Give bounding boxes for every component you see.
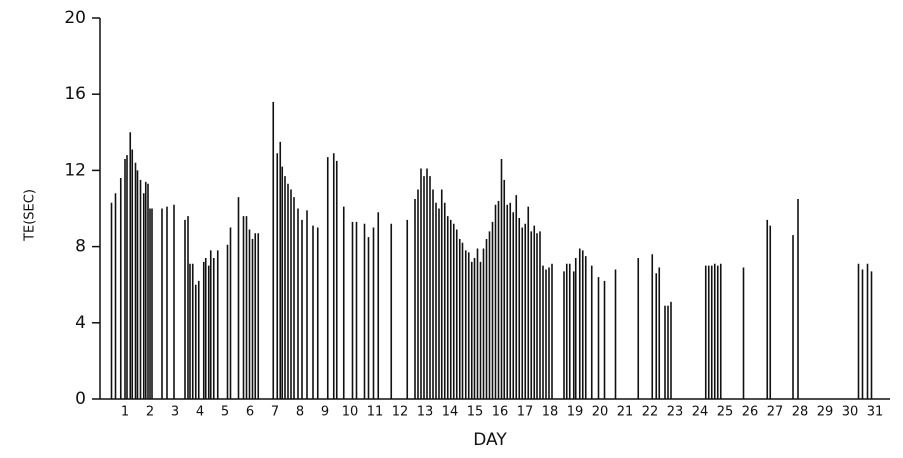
x-tick-label: 6 <box>246 405 254 420</box>
x-tick-label: 22 <box>642 405 659 420</box>
x-tick-label: 12 <box>392 405 409 420</box>
x-tick-label: 7 <box>271 405 279 420</box>
x-axis-label: DAY <box>473 430 507 450</box>
x-tick-label: 25 <box>717 405 734 420</box>
x-tick-label: 31 <box>867 405 884 420</box>
x-tick-label: 13 <box>417 405 434 420</box>
x-tick-label: 27 <box>767 405 784 420</box>
y-tick-label: 8 <box>75 237 86 257</box>
x-tick-label: 30 <box>842 405 859 420</box>
y-tick-label: 4 <box>75 313 86 333</box>
x-tick-label: 17 <box>517 405 534 420</box>
x-tick-label: 15 <box>467 405 484 420</box>
x-tick-label: 11 <box>367 405 384 420</box>
x-tick-label: 18 <box>542 405 559 420</box>
y-tick-label: 16 <box>64 84 86 104</box>
x-tick-label: 3 <box>171 405 179 420</box>
y-tick-label: 0 <box>75 389 86 409</box>
y-tick-label: 20 <box>64 8 86 28</box>
x-tick-label: 28 <box>792 405 809 420</box>
x-tick-label: 23 <box>667 405 684 420</box>
x-tick-label: 24 <box>692 405 709 420</box>
y-tick-label: 12 <box>64 160 86 180</box>
x-tick-label: 1 <box>121 405 129 420</box>
x-tick-label: 20 <box>592 405 609 420</box>
x-tick-label: 5 <box>221 405 229 420</box>
x-tick-label: 2 <box>146 405 154 420</box>
x-tick-label: 9 <box>321 405 329 420</box>
x-tick-label: 14 <box>442 405 459 420</box>
x-tick-label: 26 <box>742 405 759 420</box>
x-tick-label: 4 <box>196 405 204 420</box>
x-tick-label: 19 <box>567 405 584 420</box>
x-tick-label: 29 <box>817 405 834 420</box>
x-tick-label: 16 <box>492 405 509 420</box>
y-axis-label: TE(SEC) <box>23 189 38 242</box>
x-tick-label: 21 <box>617 405 634 420</box>
x-tick-label: 10 <box>342 405 359 420</box>
x-tick-label: 8 <box>296 405 304 420</box>
